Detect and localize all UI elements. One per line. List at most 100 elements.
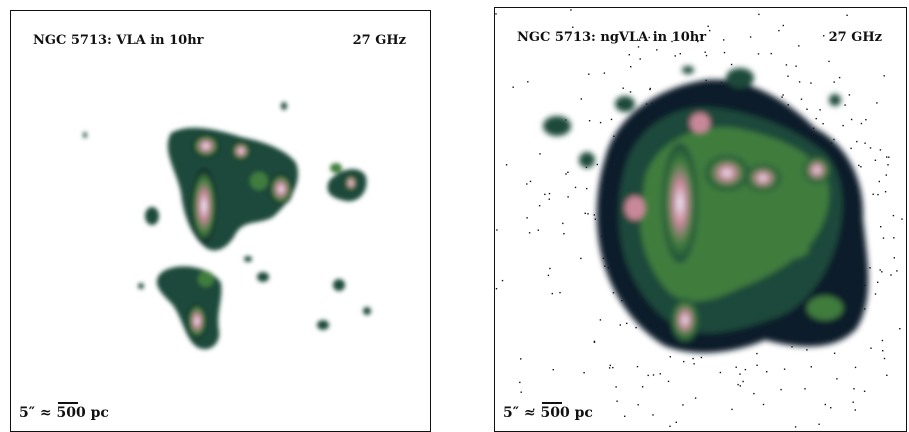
noise-speck <box>607 39 609 41</box>
noise-speck <box>860 166 862 168</box>
noise-speck <box>548 192 551 195</box>
noise-speck <box>588 73 590 75</box>
ngvla-scale-bar: 5″ ≈ 500 pc <box>503 402 593 421</box>
noise-speck <box>730 63 733 66</box>
noise-speck <box>884 191 887 193</box>
noise-speck <box>649 87 651 90</box>
noise-speck <box>520 391 522 393</box>
noise-speck <box>906 51 907 52</box>
noise-speck <box>865 119 867 121</box>
noise-speck <box>548 198 550 200</box>
noise-speck <box>877 281 879 283</box>
noise-speck <box>872 193 874 195</box>
noise-speck <box>719 371 722 374</box>
noise-speck <box>778 29 780 32</box>
noise-speck <box>879 269 881 271</box>
noise-speck <box>531 32 533 34</box>
ngvla-frequency-label: 27 GHz <box>828 30 882 45</box>
noise-speck <box>652 414 654 416</box>
noise-speck <box>656 49 658 51</box>
noise-speck <box>563 233 565 235</box>
noise-speck <box>612 366 614 369</box>
noise-speck <box>791 346 793 348</box>
noise-speck <box>863 390 866 392</box>
noise-speck <box>723 39 725 41</box>
noise-speck <box>707 25 709 27</box>
noise-speck <box>783 368 786 370</box>
noise-speck <box>694 397 697 399</box>
noise-speck <box>854 409 856 411</box>
noise-speck <box>723 51 726 54</box>
noise-speck <box>567 196 569 198</box>
noise-speck <box>588 120 591 122</box>
noise-speck <box>874 293 877 295</box>
vla-radio-map <box>83 102 371 350</box>
noise-speck <box>565 173 567 175</box>
noise-speck <box>559 291 561 294</box>
noise-speck <box>737 383 739 386</box>
noise-speck <box>496 229 498 231</box>
noise-speck <box>599 319 602 321</box>
noise-speck <box>882 237 885 239</box>
noise-speck <box>886 374 888 376</box>
noise-speck <box>538 205 541 207</box>
noise-speck <box>810 366 812 368</box>
noise-speck <box>823 35 825 37</box>
noise-speck <box>671 40 673 43</box>
noise-speck <box>739 373 741 375</box>
noise-speck <box>853 388 855 390</box>
noise-speck <box>624 415 626 417</box>
noise-speck <box>885 174 887 176</box>
noise-speck <box>549 267 551 270</box>
noise-speck <box>612 292 615 294</box>
noise-speck <box>819 109 821 111</box>
noise-speck <box>593 341 596 343</box>
noise-speck <box>782 24 784 27</box>
noise-speck <box>609 364 611 367</box>
noise-speck <box>519 381 521 384</box>
noise-speck <box>551 292 553 295</box>
noise-speck <box>570 9 572 11</box>
noise-speck <box>782 94 784 96</box>
noise-speck <box>785 64 788 66</box>
noise-speck <box>787 104 789 106</box>
noise-speck <box>574 186 577 189</box>
noise-speck <box>572 26 574 28</box>
noise-speck <box>547 274 550 277</box>
noise-speck <box>652 374 655 376</box>
vla-image-panel: NGC 5713: VLA in 10hr 27 GHz 5″ ≈ 500 pc <box>10 10 431 432</box>
noise-speck <box>526 217 528 219</box>
noise-speck <box>794 426 797 428</box>
noise-speck <box>864 142 866 144</box>
noise-speck <box>544 193 546 196</box>
noise-speck <box>610 118 613 121</box>
noise-speck <box>742 380 744 383</box>
noise-speck <box>527 81 529 83</box>
noise-speck <box>815 117 817 120</box>
noise-speck <box>882 350 884 352</box>
noise-speck <box>529 180 532 183</box>
noise-speck <box>874 159 877 161</box>
noise-speck <box>869 267 871 269</box>
noise-speck <box>608 367 611 369</box>
noise-speck <box>495 13 497 15</box>
noise-speck <box>584 212 586 214</box>
noise-speck <box>850 147 852 150</box>
noise-speck <box>842 124 844 127</box>
noise-speck <box>616 400 618 402</box>
noise-speck <box>594 218 596 220</box>
noise-speck <box>630 66 632 68</box>
noise-speck <box>844 104 846 106</box>
noise-speck <box>806 108 808 110</box>
vla-scale-bar: 5″ ≈ 500 pc <box>19 402 109 421</box>
noise-speck <box>637 46 640 48</box>
noise-speck <box>586 187 588 190</box>
noise-speck <box>756 352 758 355</box>
ngvla-scale-prefix: 5″ ≈ <box>503 405 536 421</box>
noise-speck <box>833 352 836 354</box>
noise-speck <box>838 76 841 79</box>
noise-speck <box>659 373 661 375</box>
noise-speck <box>798 45 800 47</box>
noise-speck <box>649 88 651 91</box>
noise-speck <box>709 29 711 32</box>
